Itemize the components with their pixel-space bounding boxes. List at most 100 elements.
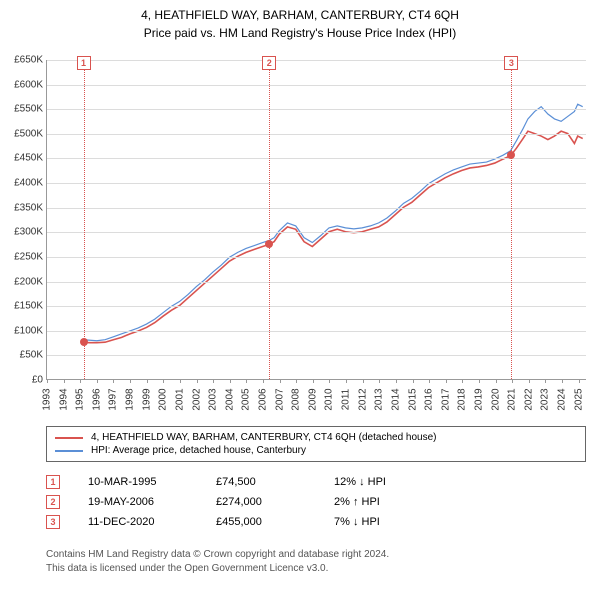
- event-line: [511, 60, 512, 379]
- y-axis-label: £0: [1, 375, 43, 386]
- x-tick: [329, 379, 330, 383]
- x-tick: [313, 379, 314, 383]
- x-tick: [296, 379, 297, 383]
- events-table: 110-MAR-1995£74,50012% ↓ HPI219-MAY-2006…: [46, 472, 586, 532]
- x-tick: [197, 379, 198, 383]
- x-axis-label: 2004: [224, 388, 235, 410]
- x-tick: [47, 379, 48, 383]
- y-axis-label: £400K: [1, 178, 43, 189]
- x-tick: [130, 379, 131, 383]
- y-axis-label: £50K: [1, 350, 43, 361]
- legend-swatch: [55, 450, 83, 452]
- legend-swatch: [55, 437, 83, 439]
- event-point: [80, 338, 88, 346]
- event-point: [265, 240, 273, 248]
- event-row: 219-MAY-2006£274,0002% ↑ HPI: [46, 492, 586, 512]
- x-tick: [396, 379, 397, 383]
- x-axis-label: 2001: [174, 388, 185, 410]
- y-axis-label: £650K: [1, 55, 43, 66]
- event-diff: 7% ↓ HPI: [334, 516, 424, 528]
- x-tick: [512, 379, 513, 383]
- legend-item: 4, HEATHFIELD WAY, BARHAM, CANTERBURY, C…: [55, 431, 577, 444]
- x-axis-label: 1996: [91, 388, 102, 410]
- x-tick: [147, 379, 148, 383]
- gridline: [47, 282, 586, 283]
- x-axis-label: 2013: [374, 388, 385, 410]
- x-axis-label: 2017: [440, 388, 451, 410]
- x-tick: [263, 379, 264, 383]
- x-axis-label: 2022: [523, 388, 534, 410]
- gridline: [47, 109, 586, 110]
- x-axis-label: 2003: [208, 388, 219, 410]
- legend-label: HPI: Average price, detached house, Cant…: [91, 445, 306, 456]
- event-price: £74,500: [216, 476, 306, 488]
- footer-line-2: This data is licensed under the Open Gov…: [46, 562, 586, 576]
- x-axis-label: 2007: [274, 388, 285, 410]
- event-diff: 12% ↓ HPI: [334, 476, 424, 488]
- y-axis-label: £250K: [1, 251, 43, 262]
- chart: £0£50K£100K£150K£200K£250K£300K£350K£400…: [0, 46, 600, 418]
- event-row: 1 10-MAR-1995 £74,500 12% ↓ HPI: [46, 472, 586, 492]
- x-tick: [163, 379, 164, 383]
- x-tick: [529, 379, 530, 383]
- x-tick: [80, 379, 81, 383]
- x-axis-label: 1995: [75, 388, 86, 410]
- x-axis-label: 2000: [158, 388, 169, 410]
- x-axis-label: 1993: [42, 388, 53, 410]
- footer: Contains HM Land Registry data © Crown c…: [46, 548, 586, 575]
- legend-label: 4, HEATHFIELD WAY, BARHAM, CANTERBURY, C…: [91, 432, 436, 443]
- x-axis-label: 1998: [125, 388, 136, 410]
- y-axis-label: £450K: [1, 153, 43, 164]
- legend: 4, HEATHFIELD WAY, BARHAM, CANTERBURY, C…: [46, 426, 586, 462]
- x-axis-label: 2005: [241, 388, 252, 410]
- x-tick: [213, 379, 214, 383]
- x-axis-label: 2006: [258, 388, 269, 410]
- x-axis-label: 2009: [307, 388, 318, 410]
- gridline: [47, 208, 586, 209]
- event-date: 10-MAR-1995: [88, 476, 188, 488]
- x-tick: [446, 379, 447, 383]
- x-tick: [230, 379, 231, 383]
- x-axis-label: 2012: [357, 388, 368, 410]
- x-tick: [280, 379, 281, 383]
- plot-area: £0£50K£100K£150K£200K£250K£300K£350K£400…: [46, 60, 586, 380]
- y-axis-label: £600K: [1, 79, 43, 90]
- x-axis-label: 1994: [58, 388, 69, 410]
- gridline: [47, 331, 586, 332]
- x-axis-label: 1997: [108, 388, 119, 410]
- event-price: £274,000: [216, 496, 306, 508]
- x-axis-label: 2016: [424, 388, 435, 410]
- gridline: [47, 85, 586, 86]
- x-tick: [496, 379, 497, 383]
- x-axis-label: 2020: [490, 388, 501, 410]
- y-axis-label: £150K: [1, 301, 43, 312]
- x-axis-label: 2019: [474, 388, 485, 410]
- x-axis-label: 2018: [457, 388, 468, 410]
- x-tick: [97, 379, 98, 383]
- gridline: [47, 183, 586, 184]
- series-property: [84, 131, 583, 343]
- event-number: 1: [46, 475, 60, 489]
- x-axis-label: 2021: [507, 388, 518, 410]
- event-number: 3: [46, 515, 60, 529]
- chart-title: 4, HEATHFIELD WAY, BARHAM, CANTERBURY, C…: [0, 0, 600, 22]
- x-tick: [363, 379, 364, 383]
- gridline: [47, 355, 586, 356]
- x-axis-label: 2015: [407, 388, 418, 410]
- x-axis-label: 2011: [341, 389, 352, 411]
- gridline: [47, 306, 586, 307]
- event-line: [84, 60, 85, 379]
- y-axis-label: £550K: [1, 104, 43, 115]
- x-tick: [562, 379, 563, 383]
- y-axis-label: £100K: [1, 325, 43, 336]
- x-tick: [429, 379, 430, 383]
- x-axis-label: 2025: [573, 388, 584, 410]
- gridline: [47, 134, 586, 135]
- event-date: 19-MAY-2006: [88, 496, 188, 508]
- x-tick: [413, 379, 414, 383]
- y-axis-label: £350K: [1, 202, 43, 213]
- x-axis-label: 2008: [291, 388, 302, 410]
- event-price: £455,000: [216, 516, 306, 528]
- x-tick: [479, 379, 480, 383]
- gridline: [47, 257, 586, 258]
